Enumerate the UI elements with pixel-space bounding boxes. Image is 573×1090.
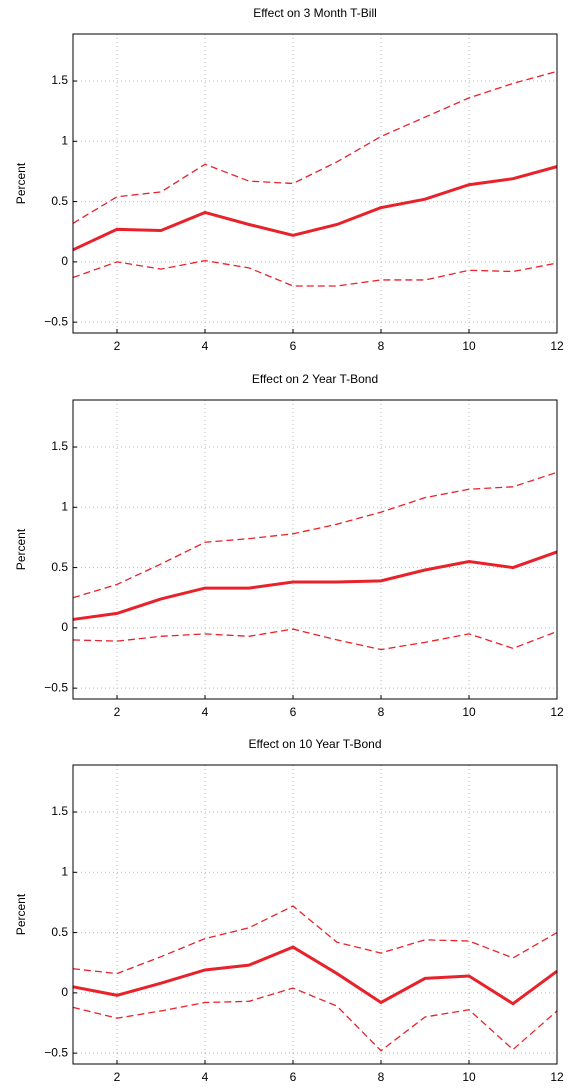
x-tick-label: 8 [378, 339, 385, 353]
plot-area [73, 400, 557, 699]
y-axis-label: Percent [14, 528, 28, 570]
x-tick-label: 4 [202, 705, 209, 719]
chart-title: Effect on 2 Year T-Bond [252, 372, 378, 386]
series-line [72, 905, 558, 975]
y-tick-label: 1 [61, 499, 68, 513]
y-tick-label: 1.5 [51, 439, 68, 453]
y-tick-label: 1.5 [51, 804, 68, 818]
x-tick-label: 6 [290, 705, 297, 719]
series-line [72, 550, 558, 621]
y-tick-label: 1 [61, 133, 68, 147]
x-tick-label: 10 [462, 705, 476, 719]
axes-box [72, 764, 558, 1065]
y-tick-label: 0 [61, 254, 68, 268]
x-tick-label: 8 [378, 705, 385, 719]
axes-box [72, 33, 558, 334]
series-line [72, 628, 558, 651]
x-tick-label: 6 [290, 1070, 297, 1084]
series-line [72, 70, 558, 224]
series-line [72, 471, 558, 599]
chart-title: Effect on 10 Year T-Bond [249, 737, 382, 751]
axes-box [72, 399, 558, 700]
y-tick-label: 0 [61, 985, 68, 999]
y-tick-label: −0.5 [44, 1045, 68, 1059]
chart-title: Effect on 3 Month T-Bill [253, 6, 377, 20]
x-tick-label: 6 [290, 339, 297, 353]
y-tick-label: 1 [61, 864, 68, 878]
y-tick-label: −0.5 [44, 680, 68, 694]
x-tick-label: 10 [462, 1070, 476, 1084]
x-tick-label: 12 [550, 1070, 564, 1084]
y-axis-label: Percent [14, 893, 28, 935]
x-tick-label: 12 [550, 339, 564, 353]
series-line [72, 260, 558, 287]
y-tick-label: 0.5 [51, 194, 68, 208]
y-tick-label: 1.5 [51, 73, 68, 87]
x-tick-label: 4 [202, 1070, 209, 1084]
x-tick-label: 2 [114, 1070, 121, 1084]
x-tick-label: 2 [114, 705, 121, 719]
x-tick-label: 12 [550, 705, 564, 719]
x-tick-label: 10 [462, 339, 476, 353]
series-line [72, 987, 558, 1052]
x-tick-label: 8 [378, 1070, 385, 1084]
y-tick-label: −0.5 [44, 314, 68, 328]
plot-area [73, 765, 557, 1064]
y-tick-label: 0.5 [51, 560, 68, 574]
x-tick-label: 2 [114, 339, 121, 353]
y-tick-label: 0 [61, 620, 68, 634]
y-tick-label: 0.5 [51, 925, 68, 939]
series-line [72, 945, 558, 1006]
y-axis-label: Percent [14, 162, 28, 204]
series-line [72, 165, 558, 252]
x-tick-label: 4 [202, 339, 209, 353]
